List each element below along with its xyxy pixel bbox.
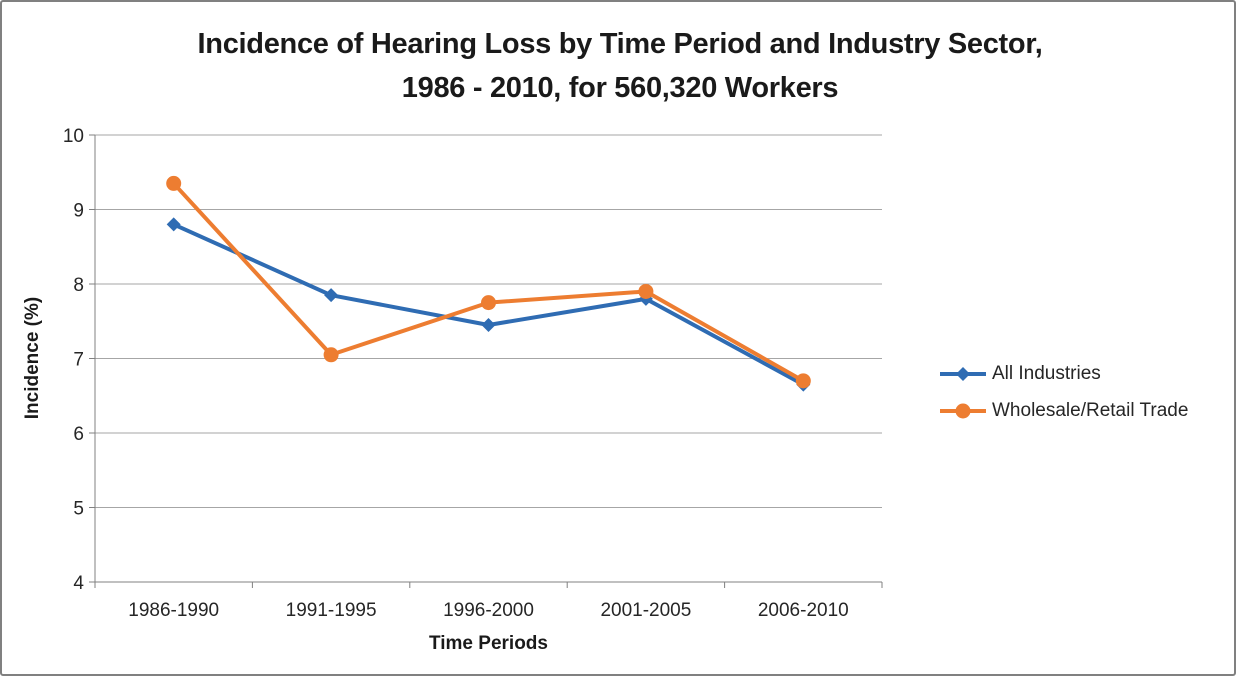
legend-item-all-industries: All Industries: [938, 363, 1188, 385]
data-point-marker-circle: [638, 283, 654, 299]
x-axis-title: Time Periods: [429, 633, 548, 654]
data-point-marker-diamond: [481, 317, 496, 332]
x-tick-label: 1986-1990: [128, 600, 219, 621]
data-point-marker-diamond: [166, 217, 181, 232]
x-tick-label: 1996-2000: [443, 600, 534, 621]
data-point-marker-circle: [323, 347, 339, 363]
legend-swatch-diamond-icon: [940, 367, 986, 381]
data-point-marker-circle: [795, 373, 811, 389]
y-tick-label: 9: [73, 201, 84, 222]
y-tick-label: 7: [73, 350, 84, 371]
y-tick-label: 5: [73, 499, 84, 520]
legend-item-wholesale-retail-trade: Wholesale/Retail Trade: [938, 400, 1188, 422]
data-point-marker-circle: [481, 295, 496, 311]
chart-title: Incidence of Hearing Loss by Time Period…: [2, 22, 1236, 110]
legend: All Industries Wholesale/Retail Trade: [938, 363, 1188, 422]
data-point-marker-diamond: [324, 288, 339, 303]
chart-title-line2: 1986 - 2010, for 560,320 Workers: [401, 72, 839, 104]
legend-swatch-circle-icon: [940, 403, 986, 419]
series-wholesale-retail-trade: [166, 175, 811, 389]
data-point-marker-diamond: [956, 367, 970, 381]
series-line-wholesale-retail-trade: [171, 181, 806, 383]
x-tick-label: 1991-1995: [286, 600, 377, 621]
legend-label: All Industries: [992, 363, 1101, 384]
x-tick-label: 2006-2010: [758, 600, 849, 621]
y-tick-label: 8: [73, 275, 84, 296]
x-tick-label: 2001-2005: [600, 600, 691, 621]
y-axis-title: Incidence (%): [22, 296, 43, 420]
chart-title-line1: Incidence of Hearing Loss by Time Period…: [197, 28, 1043, 60]
y-tick-label: 10: [63, 126, 84, 147]
y-tick-label: 6: [73, 424, 84, 445]
data-point-marker-circle: [955, 403, 971, 419]
legend-label: Wholesale/Retail Trade: [992, 400, 1189, 421]
data-point-marker-circle: [166, 175, 182, 191]
y-tick-label: 4: [73, 573, 84, 594]
